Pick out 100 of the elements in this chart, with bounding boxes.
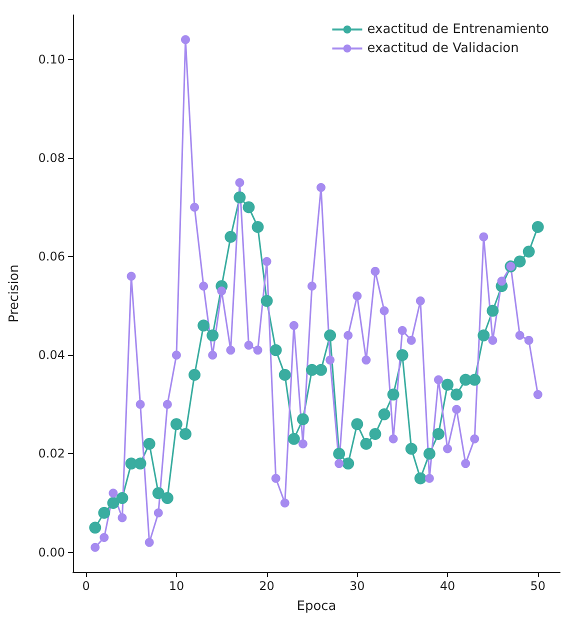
x-tick-label: 50 xyxy=(530,579,546,593)
y-tick-label: 0.04 xyxy=(38,348,65,362)
point xyxy=(326,356,335,365)
x-tick-label: 10 xyxy=(168,579,184,593)
point xyxy=(486,304,499,317)
point xyxy=(298,439,308,448)
point xyxy=(234,191,246,204)
point xyxy=(369,428,382,440)
point xyxy=(136,400,145,409)
point xyxy=(478,329,490,342)
point xyxy=(90,542,100,552)
point xyxy=(532,220,544,233)
x-tick-label: 20 xyxy=(259,579,274,593)
point xyxy=(280,498,290,508)
point xyxy=(370,266,380,276)
point xyxy=(388,434,398,444)
y-tick-label: 0.06 xyxy=(38,250,65,264)
point xyxy=(334,459,344,468)
point xyxy=(162,400,172,409)
point xyxy=(387,388,400,401)
x-tick-label: 30 xyxy=(350,579,365,593)
point xyxy=(324,329,336,342)
point xyxy=(100,533,109,542)
point xyxy=(252,220,264,233)
point xyxy=(161,492,174,504)
point xyxy=(450,388,463,401)
point xyxy=(424,474,434,483)
point xyxy=(170,418,182,430)
point xyxy=(289,321,298,330)
point xyxy=(522,246,535,258)
point xyxy=(524,336,534,345)
point xyxy=(107,496,120,509)
point xyxy=(307,282,316,291)
point xyxy=(342,458,354,470)
point xyxy=(442,378,454,391)
point xyxy=(443,444,452,454)
point xyxy=(199,282,208,291)
point xyxy=(352,291,362,300)
point xyxy=(452,404,462,414)
point xyxy=(270,344,282,356)
point xyxy=(208,350,218,360)
point xyxy=(360,438,372,450)
point xyxy=(89,522,102,534)
point xyxy=(315,364,328,376)
point xyxy=(262,256,272,266)
point xyxy=(126,272,136,281)
legend-label: exactitud de Entrenamiento xyxy=(367,22,550,37)
point xyxy=(144,538,154,547)
x-tick-label: 0 xyxy=(82,579,90,593)
point xyxy=(108,488,118,498)
point xyxy=(434,375,443,384)
point xyxy=(398,326,407,335)
point xyxy=(217,286,226,296)
point xyxy=(296,413,309,426)
point xyxy=(344,330,353,340)
point xyxy=(278,368,291,381)
point xyxy=(479,232,488,242)
point xyxy=(154,508,163,518)
point xyxy=(271,474,280,483)
point xyxy=(198,320,210,332)
point xyxy=(470,434,480,444)
point xyxy=(253,346,262,355)
point xyxy=(206,329,219,342)
point xyxy=(235,178,244,188)
point xyxy=(188,368,201,381)
y-tick-label: 0.02 xyxy=(38,446,65,461)
point xyxy=(288,432,300,445)
point xyxy=(190,202,200,212)
point xyxy=(414,472,426,484)
y-tick-label: 0.00 xyxy=(38,545,65,560)
point xyxy=(143,438,156,450)
point xyxy=(351,418,364,430)
point xyxy=(432,428,444,440)
point xyxy=(468,374,481,386)
point xyxy=(497,276,506,286)
point xyxy=(260,294,273,307)
point xyxy=(515,330,524,340)
x-tick-label: 40 xyxy=(440,579,456,593)
point xyxy=(152,487,164,500)
legend-label: exactitud de Validacion xyxy=(367,41,519,56)
point xyxy=(488,336,498,345)
point xyxy=(333,448,346,460)
point xyxy=(378,408,390,420)
point xyxy=(116,492,128,504)
y-tick-label: 0.08 xyxy=(38,150,65,165)
point xyxy=(406,336,416,345)
point xyxy=(416,296,425,306)
x-axis-title: Epoca xyxy=(296,599,336,614)
point xyxy=(134,458,146,470)
point xyxy=(118,513,127,522)
y-axis-title: Precision xyxy=(7,264,22,323)
point xyxy=(181,35,190,44)
point xyxy=(172,350,181,360)
point xyxy=(244,340,254,350)
point xyxy=(461,459,470,468)
point xyxy=(405,442,418,455)
point xyxy=(180,428,192,440)
point xyxy=(98,506,110,519)
point xyxy=(224,230,237,243)
point xyxy=(396,349,408,362)
